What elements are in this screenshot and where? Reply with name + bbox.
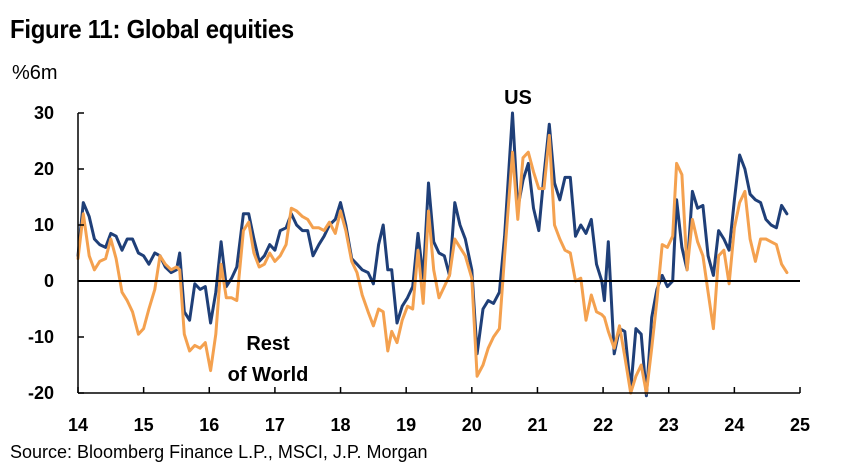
x-tick-label: 14	[68, 415, 88, 435]
x-tick-label: 23	[659, 415, 679, 435]
x-tick-label: 22	[593, 415, 613, 435]
source-note: Source: Bloomberg Finance L.P., MSCI, J.…	[10, 442, 428, 462]
y-tick-label: -10	[28, 327, 54, 347]
x-tick-label: 17	[265, 415, 285, 435]
annotation-us: US	[504, 87, 532, 109]
y-tick-label: -20	[28, 383, 54, 403]
annotation-rest-of-world: Rest	[246, 333, 290, 355]
chart-title: Figure 11: Global equities	[10, 14, 294, 44]
y-tick-label: 0	[44, 271, 54, 291]
y-tick-label: 20	[34, 159, 54, 179]
annotation-rest-of-world: of World	[228, 364, 309, 386]
x-tick-label: 20	[462, 415, 482, 435]
y-axis-unit-label: %6m	[12, 62, 58, 84]
x-tick-label: 21	[527, 415, 547, 435]
series-line-us	[76, 111, 789, 398]
x-tick-label: 19	[396, 415, 416, 435]
series-line-rest-of-world	[76, 133, 789, 395]
y-tick-label: 30	[34, 103, 54, 123]
x-tick-label: 15	[134, 415, 154, 435]
x-tick-label: 25	[790, 415, 810, 435]
x-tick-label: 18	[331, 415, 351, 435]
x-tick-label: 24	[724, 415, 744, 435]
x-tick-label: 16	[199, 415, 219, 435]
y-tick-label: 10	[34, 215, 54, 235]
